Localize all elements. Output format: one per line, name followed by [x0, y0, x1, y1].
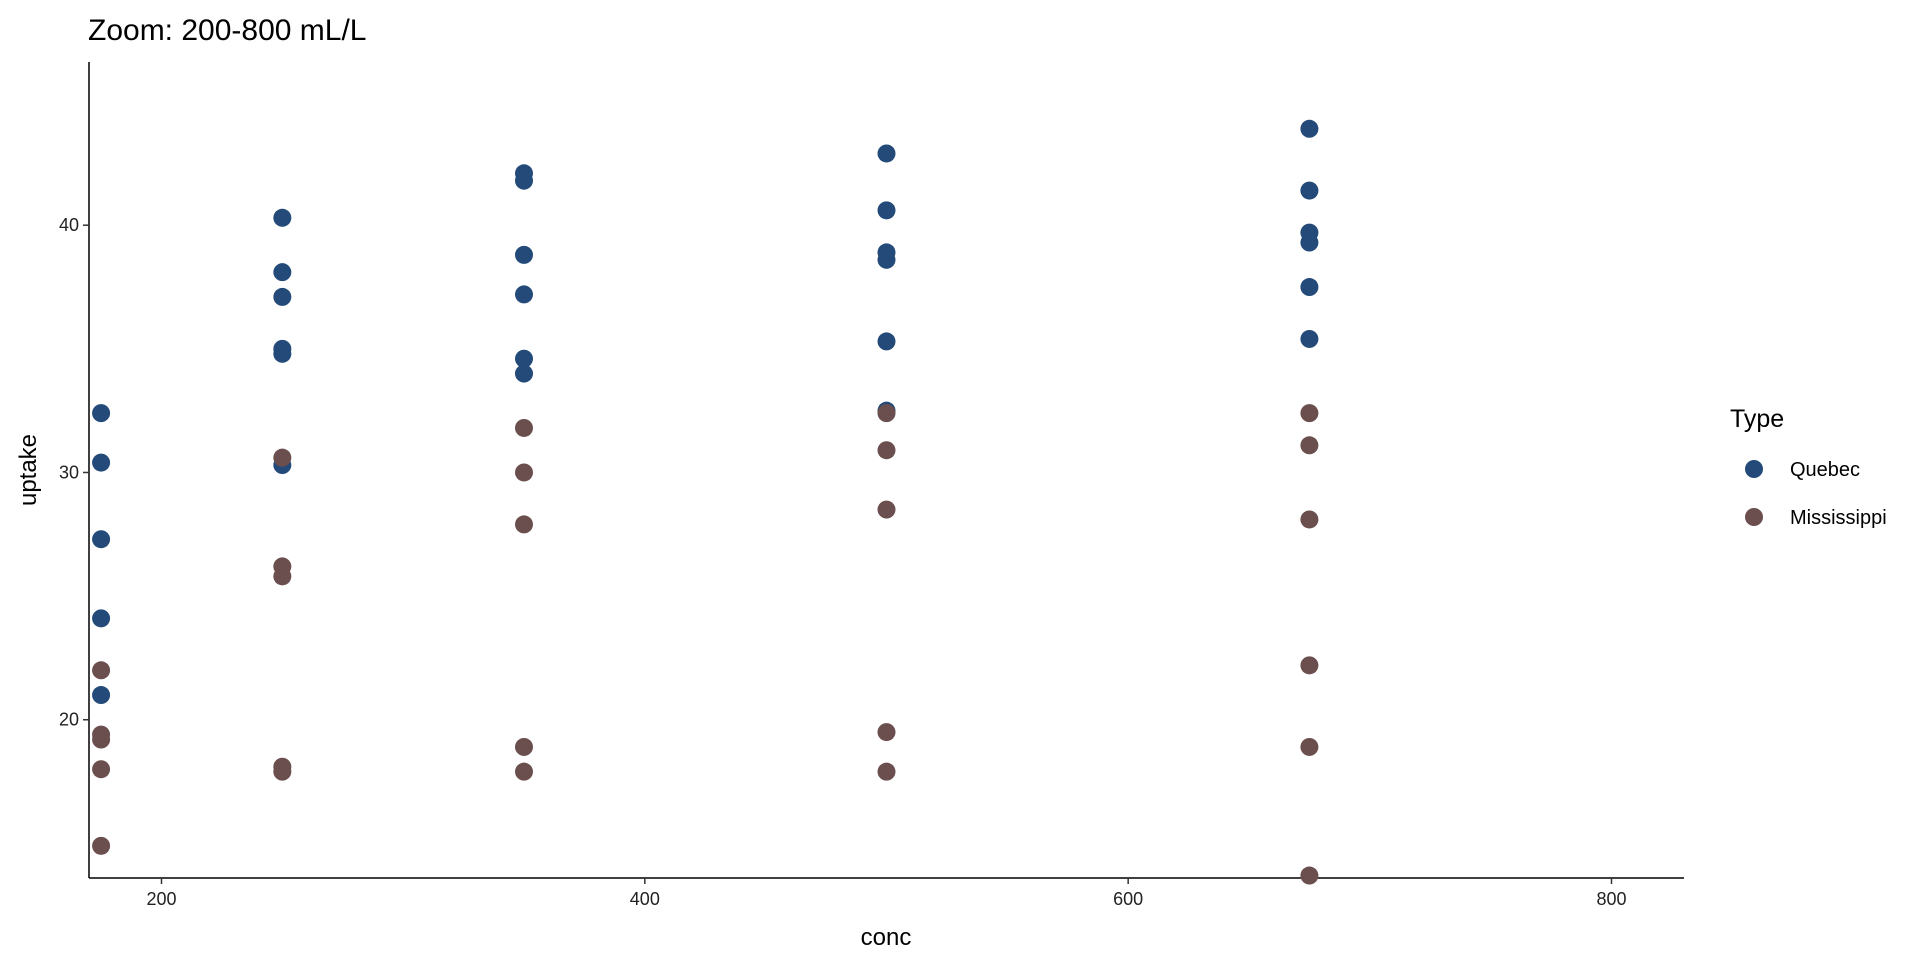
point — [1300, 436, 1319, 455]
point — [92, 530, 111, 549]
point — [877, 441, 896, 460]
point — [877, 723, 896, 742]
point — [515, 171, 533, 190]
x-tick-label: 200 — [146, 889, 176, 909]
point — [92, 404, 111, 423]
point — [92, 760, 111, 779]
point — [1300, 278, 1319, 297]
point — [877, 250, 896, 269]
legend-swatch — [1745, 460, 1763, 478]
point — [1300, 181, 1319, 200]
point — [273, 344, 292, 363]
point — [1300, 866, 1319, 885]
point — [515, 463, 533, 482]
point — [92, 453, 111, 472]
point — [877, 762, 896, 781]
point — [1300, 119, 1319, 138]
point — [273, 208, 292, 227]
point — [1300, 329, 1319, 348]
point — [877, 500, 896, 519]
point — [515, 515, 533, 534]
x-tick-label: 800 — [1596, 889, 1626, 909]
legend-swatch — [1745, 508, 1763, 526]
legend-title: Type — [1730, 405, 1784, 433]
point — [273, 448, 292, 467]
point — [1300, 233, 1319, 252]
legend-label: Quebec — [1790, 459, 1860, 481]
x-axis-label: conc — [861, 924, 912, 951]
point — [1300, 737, 1319, 756]
point — [1300, 404, 1319, 423]
point — [1300, 510, 1319, 529]
point — [92, 609, 111, 628]
point — [273, 762, 292, 781]
point — [515, 285, 533, 304]
point — [515, 762, 533, 781]
legend-label: Mississippi — [1790, 507, 1887, 529]
chart-title: Zoom: 200-800 mL/L — [88, 14, 366, 47]
point — [515, 737, 533, 756]
point — [877, 404, 896, 423]
x-tick-label: 400 — [630, 889, 660, 909]
point — [92, 836, 111, 855]
point — [92, 730, 111, 749]
point — [273, 287, 292, 306]
point — [877, 201, 896, 220]
point — [515, 418, 533, 437]
point — [1300, 656, 1319, 675]
y-tick-label: 20 — [59, 710, 79, 730]
y-axis-label: uptake — [15, 434, 42, 506]
point — [515, 245, 533, 264]
point — [877, 144, 896, 163]
point — [92, 686, 111, 705]
point — [877, 332, 896, 351]
point — [273, 263, 292, 282]
point — [515, 349, 533, 368]
x-tick-label: 600 — [1113, 889, 1143, 909]
point — [273, 567, 292, 586]
point — [92, 661, 111, 680]
point — [515, 364, 533, 383]
y-tick-label: 30 — [59, 462, 79, 482]
y-tick-label: 40 — [59, 215, 79, 235]
